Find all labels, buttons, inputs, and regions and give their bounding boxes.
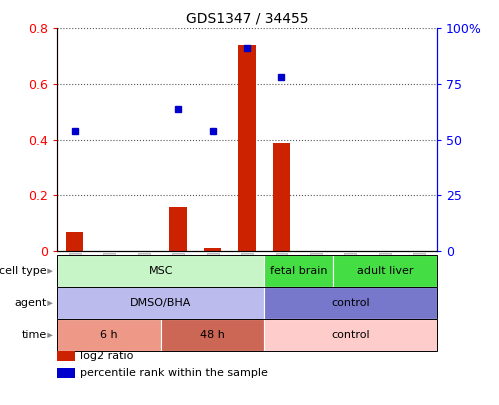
Bar: [273, 143, 290, 251]
Text: 6 h: 6 h: [100, 330, 118, 340]
Text: MSC: MSC: [149, 266, 173, 276]
Bar: [333, 255, 437, 287]
Title: GDS1347 / 34455: GDS1347 / 34455: [186, 12, 308, 26]
Text: time: time: [22, 330, 47, 340]
Bar: [57, 255, 437, 287]
Text: agent: agent: [14, 298, 47, 308]
Bar: [264, 319, 437, 352]
Text: cell type: cell type: [0, 266, 47, 276]
Text: log2 ratio: log2 ratio: [80, 351, 133, 361]
Text: control: control: [331, 330, 370, 340]
Text: percentile rank within the sample: percentile rank within the sample: [80, 368, 267, 378]
Bar: [57, 255, 264, 287]
Bar: [161, 319, 264, 352]
Text: control: control: [331, 298, 370, 308]
Text: 48 h: 48 h: [200, 330, 225, 340]
Bar: [239, 45, 255, 251]
Bar: [66, 232, 83, 251]
Bar: [57, 368, 75, 378]
Bar: [204, 248, 221, 251]
Text: DMSO/BHA: DMSO/BHA: [130, 298, 192, 308]
Bar: [57, 287, 264, 319]
Bar: [264, 255, 333, 287]
Bar: [170, 207, 187, 251]
Bar: [57, 351, 75, 361]
Bar: [264, 287, 437, 319]
Text: fetal brain: fetal brain: [270, 266, 327, 276]
Text: adult liver: adult liver: [357, 266, 413, 276]
Bar: [57, 287, 437, 319]
Bar: [57, 319, 161, 352]
Bar: [57, 319, 437, 352]
